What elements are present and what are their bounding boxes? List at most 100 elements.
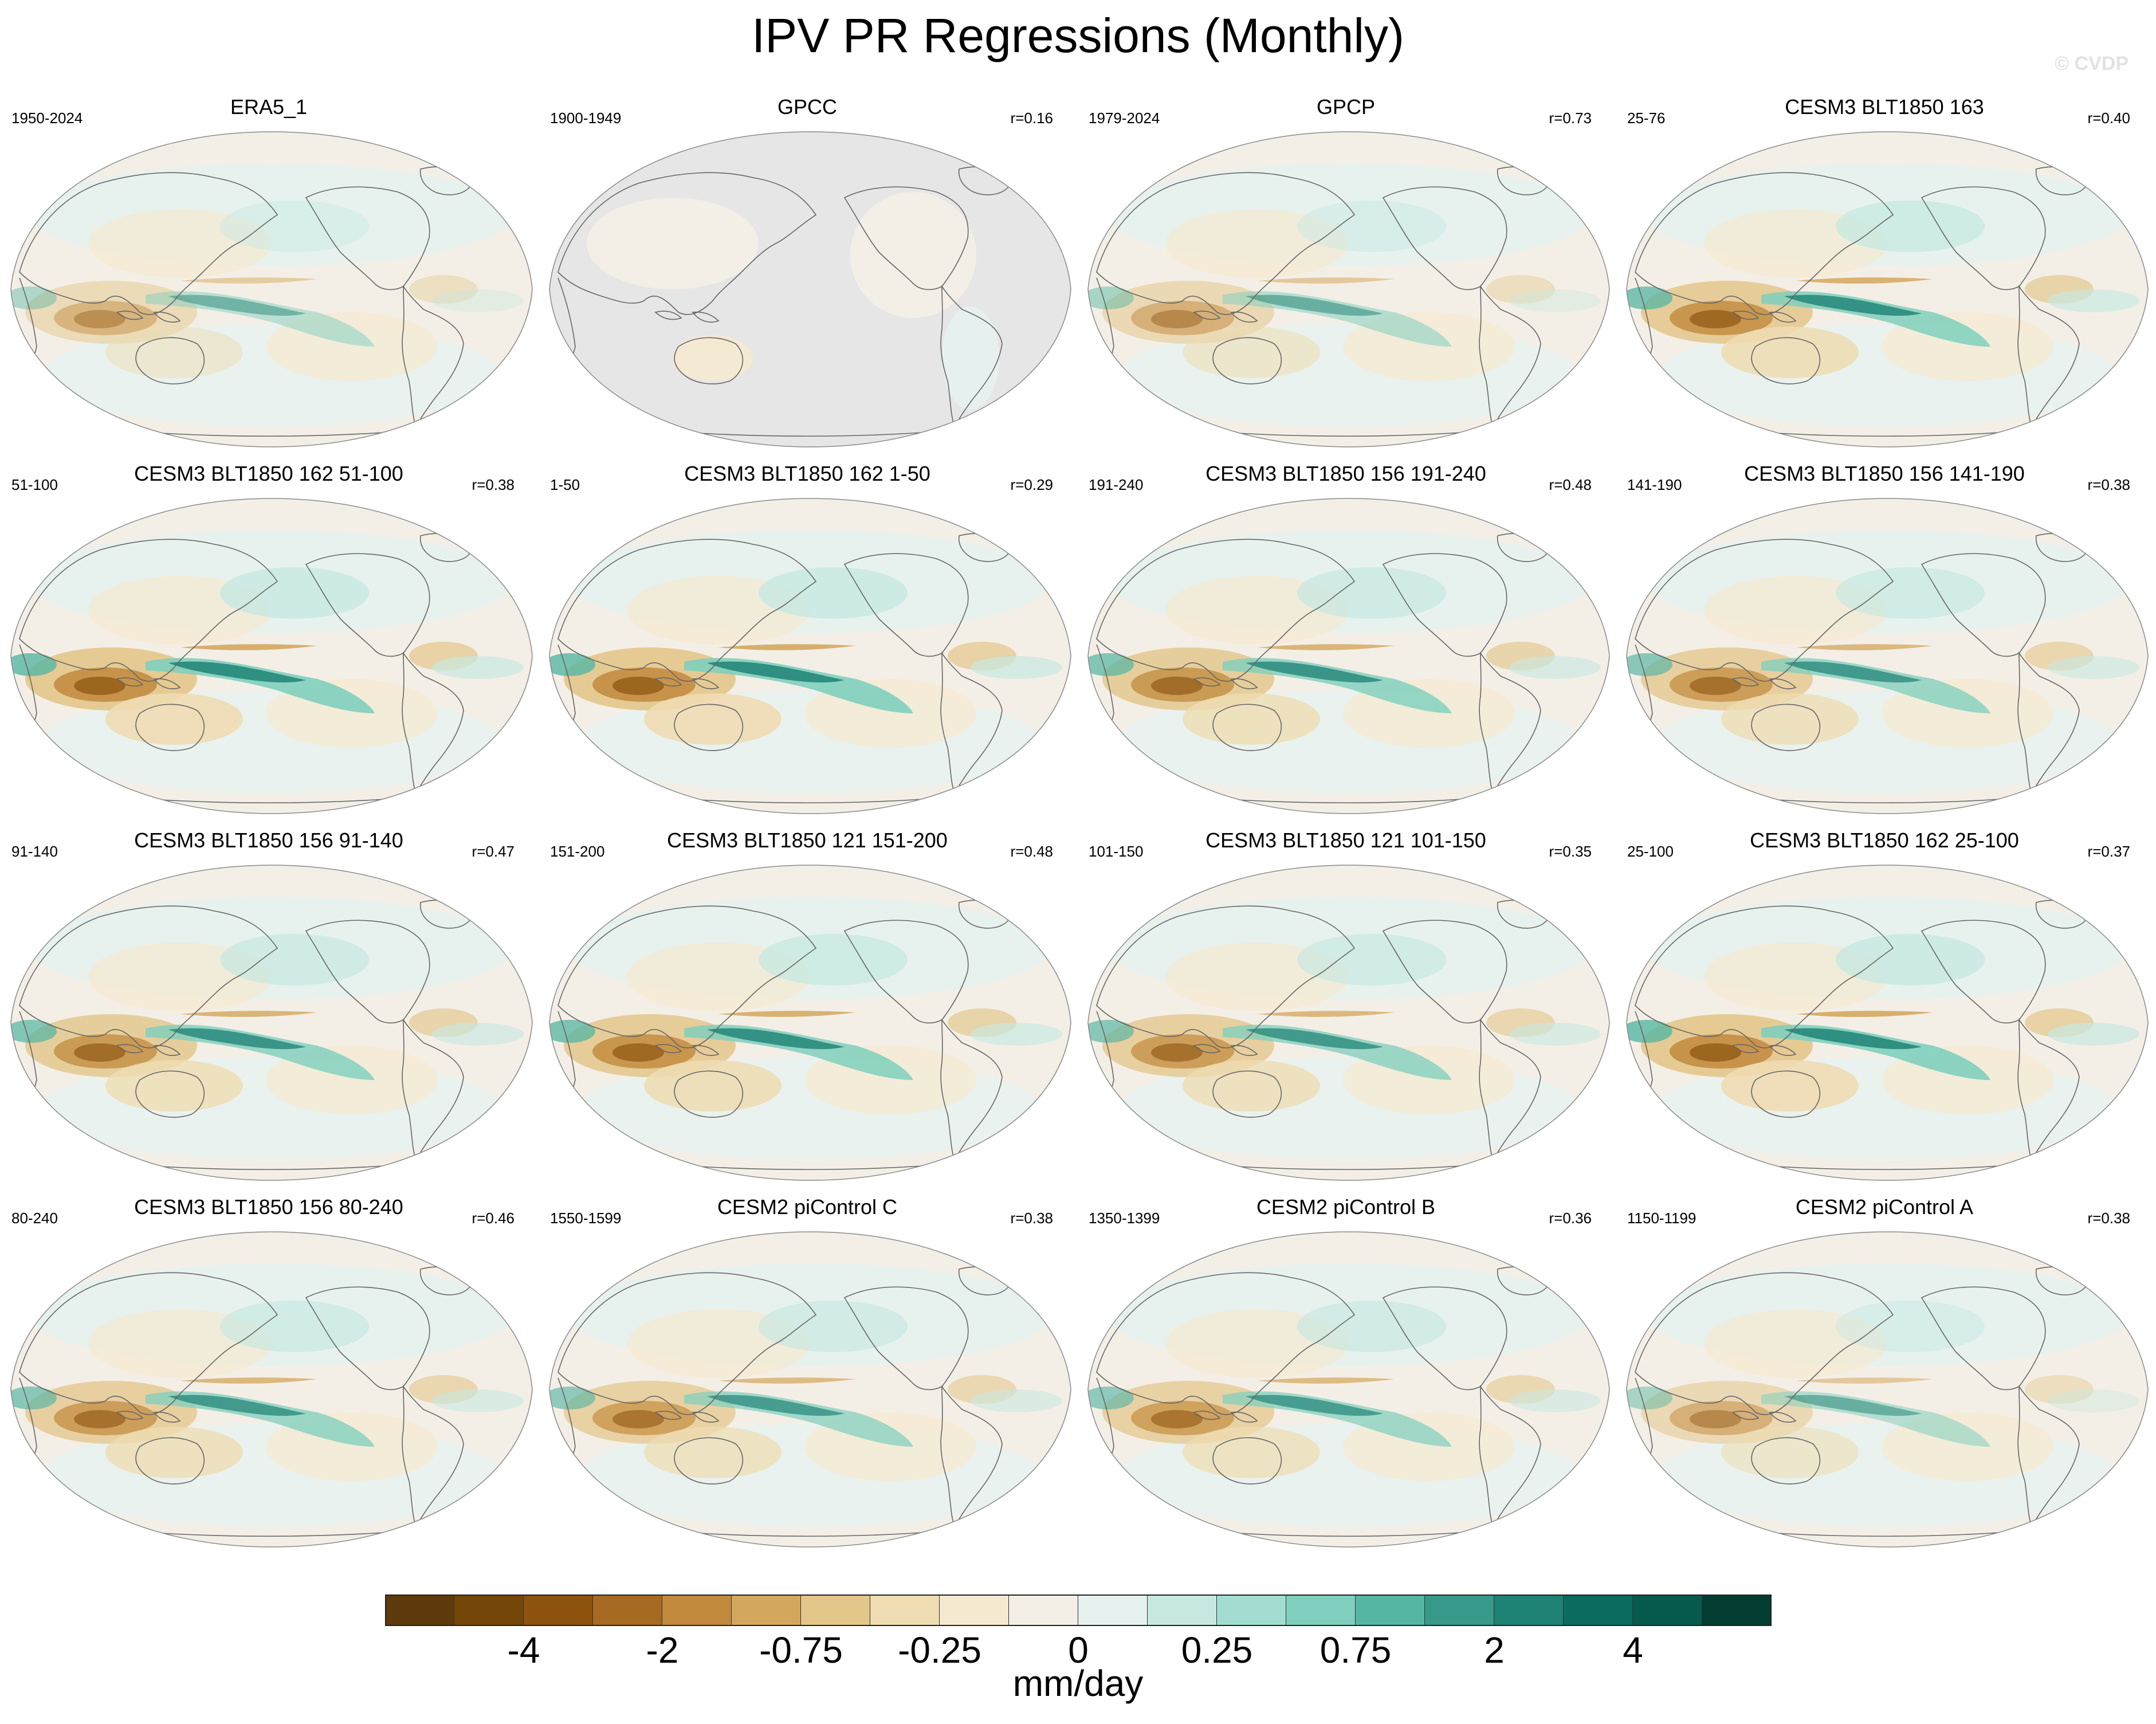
map-panel: GPCP 1979-2024 r=0.73 — [1077, 95, 1615, 447]
precip-map — [1626, 131, 2149, 447]
panel-period: 91-140 — [11, 843, 58, 860]
colorbar-bin — [801, 1595, 870, 1626]
panel-period: 1950-2024 — [11, 109, 83, 127]
panel-title: CESM3 BLT1850 162 1-50 — [684, 462, 930, 485]
panel-period: 51-100 — [11, 476, 58, 493]
precip-map — [1087, 131, 1610, 447]
panel-period: 80-240 — [11, 1209, 58, 1227]
panel-period: 101-150 — [1089, 843, 1144, 860]
colorbar-bin — [385, 1595, 454, 1626]
colorbar-bin — [1148, 1595, 1217, 1626]
precip-map — [1626, 865, 2149, 1181]
panel-period: 141-190 — [1627, 476, 1682, 493]
precip-map — [549, 131, 1071, 447]
colorbar-bin — [1564, 1595, 1633, 1626]
map-panel: CESM3 BLT1850 121 151-200 151-200 r=0.48 — [539, 828, 1076, 1181]
figure-title: IPV PR Regressions (Monthly) — [751, 9, 1405, 62]
panel-correlation: r=0.38 — [1010, 1209, 1053, 1227]
map-panel: GPCC 1900-1949 r=0.16 — [539, 95, 1076, 447]
colorbar-tick-label: -0.75 — [759, 1629, 843, 1671]
colorbar-bin — [524, 1595, 593, 1626]
map-panel: CESM3 BLT1850 156 80-240 80-240 r=0.46 — [0, 1195, 537, 1548]
panel-correlation: r=0.37 — [2087, 843, 2130, 860]
panel-correlation: r=0.16 — [1010, 109, 1053, 127]
colorbar-bin — [1425, 1595, 1494, 1626]
panel-correlation: r=0.38 — [2087, 476, 2130, 493]
colorbar-bin — [1356, 1595, 1425, 1626]
colorbar-bin — [940, 1595, 1009, 1626]
panel-title: GPCC — [777, 95, 837, 119]
panel-title: CESM3 BLT1850 162 25-100 — [1750, 828, 2019, 852]
colorbar-bin — [662, 1595, 732, 1626]
colorbar-tick-label: 2 — [1484, 1629, 1505, 1671]
colorbar-bin — [1286, 1595, 1356, 1626]
precip-map — [1087, 1231, 1610, 1548]
precip-map — [549, 1231, 1071, 1548]
map-panel: CESM2 piControl A 1150-1199 r=0.38 — [1616, 1195, 2153, 1548]
panel-title: CESM3 BLT1850 162 51-100 — [134, 462, 403, 485]
panel-title: CESM3 BLT1850 121 101-150 — [1205, 828, 1486, 852]
panel-correlation: r=0.38 — [472, 476, 515, 493]
colorbar-tick-label: -4 — [507, 1629, 540, 1671]
panel-title: CESM2 piControl C — [717, 1195, 898, 1219]
precip-map — [10, 865, 533, 1181]
panel-period: 1150-1199 — [1627, 1209, 1696, 1227]
colorbar-tick-label: 0 — [1068, 1629, 1089, 1671]
precip-map — [1626, 1231, 2149, 1548]
precip-map — [1626, 498, 2149, 814]
colorbar-bin — [870, 1595, 940, 1626]
precip-map — [549, 865, 1071, 1181]
colorbar-tick-label: -2 — [646, 1629, 679, 1671]
panel-grid: ERA5_1 1950-2024 GPCC 1900-1949 r=0.16 GPCP 19… — [0, 95, 2153, 1548]
colorbar — [385, 1595, 1772, 1626]
precip-map — [10, 1231, 533, 1548]
panel-title: CESM2 piControl A — [1795, 1195, 1974, 1219]
map-panel: CESM3 BLT1850 156 91-140 91-140 r=0.47 — [0, 828, 537, 1181]
map-panel: CESM3 BLT1850 162 25-100 25-100 r=0.37 — [1616, 828, 2153, 1181]
panel-title: ERA5_1 — [230, 95, 308, 119]
colorbar-bin — [593, 1595, 662, 1626]
panel-correlation: r=0.36 — [1549, 1209, 1592, 1227]
colorbar-bin — [454, 1595, 524, 1626]
panel-correlation: r=0.35 — [1549, 843, 1592, 860]
panel-period: 1979-2024 — [1089, 109, 1160, 127]
colorbar-bin — [1494, 1595, 1564, 1626]
map-panel: CESM2 piControl B 1350-1399 r=0.36 — [1077, 1195, 1615, 1548]
panel-correlation: r=0.73 — [1549, 109, 1592, 127]
precip-map — [10, 131, 533, 447]
watermark: © CVDP — [2055, 53, 2128, 74]
map-panel: CESM3 BLT1850 156 141-190 141-190 r=0.38 — [1616, 461, 2153, 814]
panel-title: CESM2 piControl B — [1256, 1195, 1436, 1219]
panel-period: 1550-1599 — [550, 1209, 622, 1227]
panel-title: CESM3 BLT1850 121 151-200 — [667, 828, 948, 852]
precip-map — [1087, 865, 1610, 1181]
panel-period: 151-200 — [550, 843, 605, 860]
colorbar-bin — [1633, 1595, 1702, 1626]
map-panel: CESM3 BLT1850 121 101-150 101-150 r=0.35 — [1077, 828, 1615, 1181]
map-panel: CESM3 BLT1850 163 25-76 r=0.40 — [1616, 95, 2153, 447]
panel-period: 25-100 — [1627, 843, 1674, 860]
panel-title: CESM3 BLT1850 156 80-240 — [134, 1195, 403, 1219]
map-panel: CESM3 BLT1850 162 51-100 51-100 r=0.38 — [0, 461, 537, 814]
precip-map — [549, 498, 1071, 814]
panel-title: CESM3 BLT1850 156 91-140 — [134, 828, 403, 852]
colorbar-units: mm/day — [1012, 1663, 1144, 1704]
panel-correlation: r=0.38 — [2087, 1209, 2130, 1227]
colorbar-bin — [1078, 1595, 1148, 1626]
map-panel: ERA5_1 1950-2024 — [0, 95, 537, 447]
panel-title: CESM3 BLT1850 156 191-240 — [1205, 462, 1486, 485]
panel-period: 1-50 — [550, 476, 580, 493]
precip-map — [1087, 498, 1610, 814]
precip-map — [10, 498, 533, 814]
map-panel: CESM3 BLT1850 162 1-50 1-50 r=0.29 — [539, 461, 1076, 814]
panel-period: 25-76 — [1627, 109, 1666, 127]
panel-correlation: r=0.47 — [472, 843, 515, 860]
panel-correlation: r=0.48 — [1549, 476, 1592, 493]
colorbar-bin — [1217, 1595, 1286, 1626]
panel-period: 1900-1949 — [550, 109, 622, 127]
colorbar-tick-label: 4 — [1623, 1629, 1643, 1671]
colorbar-bin — [1009, 1595, 1078, 1626]
panel-title: GPCP — [1316, 95, 1376, 119]
colorbar-tick-label: -0.25 — [898, 1629, 981, 1671]
colorbar-tick-label: 0.25 — [1181, 1629, 1253, 1671]
